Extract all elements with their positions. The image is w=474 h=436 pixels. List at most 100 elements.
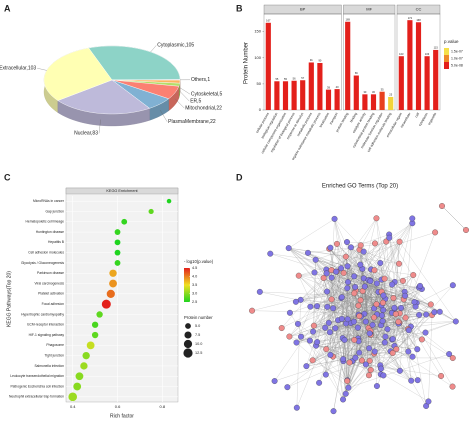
edge bbox=[362, 284, 393, 292]
y-tick-label: Platelet activation bbox=[38, 292, 64, 296]
node bbox=[427, 301, 434, 308]
pie-label: Nuclear,83 bbox=[74, 131, 98, 137]
node bbox=[340, 270, 347, 276]
node bbox=[356, 313, 363, 320]
x-tick-label: 0.4 bbox=[70, 404, 76, 409]
node bbox=[342, 390, 349, 397]
y-tick-label: HIF-1 signaling pathway bbox=[29, 333, 65, 337]
node bbox=[295, 272, 302, 279]
edge bbox=[274, 251, 364, 382]
size-key bbox=[185, 323, 191, 329]
node bbox=[344, 285, 351, 292]
node bbox=[378, 312, 385, 319]
node bbox=[271, 378, 278, 384]
edge bbox=[333, 293, 355, 412]
edge bbox=[316, 330, 409, 346]
node bbox=[310, 328, 317, 335]
legend-swatch bbox=[444, 55, 449, 62]
bubble bbox=[148, 208, 154, 215]
pie-label: Extracellular,103 bbox=[0, 65, 36, 71]
node bbox=[293, 404, 300, 411]
node bbox=[357, 261, 364, 268]
edge bbox=[350, 247, 395, 283]
bar bbox=[291, 80, 297, 110]
x-tick-label: transport bbox=[329, 112, 339, 125]
node bbox=[303, 363, 310, 370]
y-tick-label: Glycolysis / Gluconeogenesis bbox=[21, 261, 64, 265]
bar-value: 168 bbox=[416, 18, 421, 22]
colorbar bbox=[184, 268, 190, 302]
edge bbox=[330, 277, 332, 355]
bar bbox=[407, 20, 413, 110]
node bbox=[380, 299, 386, 306]
edge bbox=[359, 223, 413, 317]
facet-panel bbox=[343, 13, 396, 111]
edge bbox=[298, 275, 334, 309]
bar bbox=[274, 81, 280, 110]
edge bbox=[330, 245, 361, 355]
edge bbox=[394, 301, 415, 309]
node bbox=[333, 268, 340, 275]
x-tick-label: localization bbox=[319, 112, 331, 128]
bar bbox=[398, 56, 404, 110]
node bbox=[463, 227, 469, 233]
bar-value: 167 bbox=[266, 18, 271, 22]
size-key bbox=[184, 331, 192, 339]
node bbox=[352, 354, 359, 361]
edge bbox=[331, 270, 334, 357]
node bbox=[350, 318, 357, 325]
node bbox=[410, 272, 417, 278]
edge bbox=[360, 316, 382, 369]
edge bbox=[360, 285, 421, 301]
y-tick-label: 100 bbox=[254, 55, 261, 60]
edge bbox=[402, 280, 433, 316]
bubble bbox=[114, 260, 121, 266]
bubble bbox=[91, 321, 99, 328]
edge bbox=[297, 323, 350, 363]
legend-swatch bbox=[444, 62, 449, 69]
edge bbox=[381, 279, 413, 357]
node bbox=[372, 240, 378, 247]
edge bbox=[355, 357, 370, 376]
bubble bbox=[96, 311, 103, 318]
node bbox=[392, 311, 399, 318]
edge bbox=[355, 284, 393, 288]
y-tick-label: Hematopoietic cell lineage bbox=[26, 220, 65, 224]
edge bbox=[389, 234, 420, 288]
edge bbox=[326, 291, 344, 400]
node bbox=[305, 249, 311, 256]
node bbox=[316, 379, 323, 386]
node bbox=[324, 303, 331, 310]
edge bbox=[380, 351, 409, 369]
node bbox=[359, 357, 365, 364]
node bbox=[377, 260, 384, 266]
colorbar-title: - log10(p.value) bbox=[184, 259, 214, 264]
node bbox=[371, 348, 378, 355]
node bbox=[351, 290, 358, 297]
pie-label: ER,5 bbox=[190, 98, 201, 104]
edge bbox=[330, 318, 342, 355]
edge bbox=[363, 251, 400, 264]
node bbox=[366, 372, 372, 379]
leader-line bbox=[159, 109, 168, 122]
edge bbox=[396, 312, 435, 350]
facet-label: CC bbox=[416, 7, 422, 12]
node bbox=[344, 316, 351, 323]
node bbox=[380, 372, 387, 379]
node bbox=[330, 408, 337, 415]
bar bbox=[379, 91, 385, 110]
edge bbox=[313, 331, 393, 340]
y-tick-label: Viral carcinogenesis bbox=[35, 281, 65, 285]
bubble bbox=[73, 382, 82, 391]
edge bbox=[350, 247, 375, 271]
node bbox=[256, 288, 263, 295]
node bbox=[293, 339, 300, 346]
node bbox=[306, 337, 313, 344]
node bbox=[249, 307, 256, 314]
node bbox=[311, 269, 318, 276]
bubble bbox=[114, 239, 121, 246]
node bbox=[267, 250, 274, 257]
node bbox=[320, 275, 327, 281]
bar-value: 90 bbox=[318, 59, 321, 63]
node bbox=[439, 203, 445, 209]
